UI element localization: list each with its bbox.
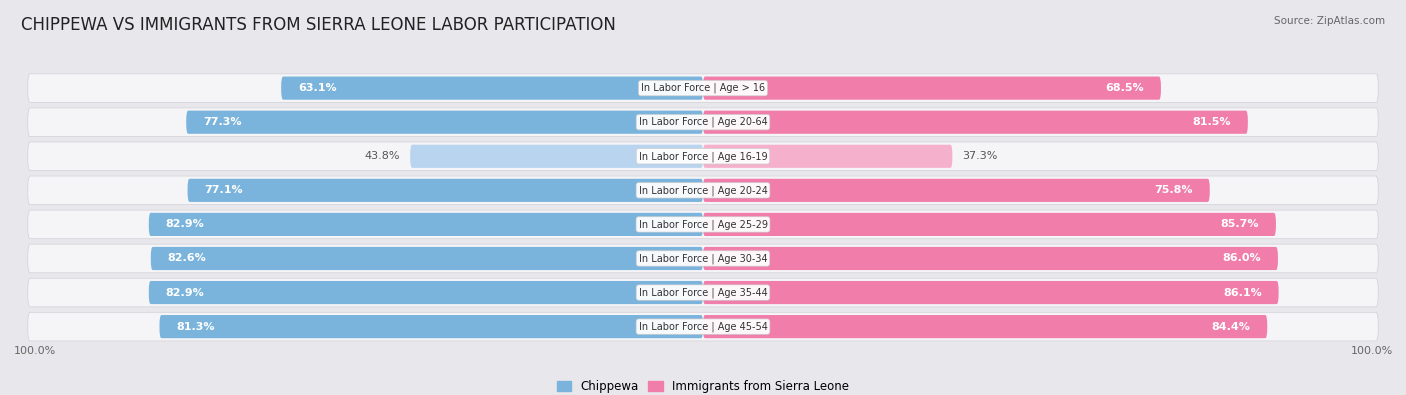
Text: 77.1%: 77.1% <box>204 185 243 196</box>
Text: 43.8%: 43.8% <box>364 151 401 161</box>
Text: In Labor Force | Age > 16: In Labor Force | Age > 16 <box>641 83 765 93</box>
FancyBboxPatch shape <box>28 244 1378 273</box>
Text: 82.6%: 82.6% <box>167 254 207 263</box>
FancyBboxPatch shape <box>703 145 952 168</box>
Text: 77.3%: 77.3% <box>202 117 242 127</box>
Text: In Labor Force | Age 20-64: In Labor Force | Age 20-64 <box>638 117 768 128</box>
FancyBboxPatch shape <box>187 179 703 202</box>
FancyBboxPatch shape <box>703 281 1278 304</box>
FancyBboxPatch shape <box>28 210 1378 239</box>
FancyBboxPatch shape <box>159 315 703 338</box>
FancyBboxPatch shape <box>28 176 1378 205</box>
FancyBboxPatch shape <box>28 142 1378 171</box>
FancyBboxPatch shape <box>703 247 1278 270</box>
FancyBboxPatch shape <box>28 108 1378 137</box>
Text: 63.1%: 63.1% <box>298 83 336 93</box>
Legend: Chippewa, Immigrants from Sierra Leone: Chippewa, Immigrants from Sierra Leone <box>553 375 853 395</box>
Text: 68.5%: 68.5% <box>1105 83 1144 93</box>
FancyBboxPatch shape <box>703 111 1249 134</box>
Text: 81.3%: 81.3% <box>176 322 215 332</box>
FancyBboxPatch shape <box>703 213 1275 236</box>
FancyBboxPatch shape <box>703 77 1161 100</box>
Text: 37.3%: 37.3% <box>962 151 998 161</box>
FancyBboxPatch shape <box>28 74 1378 102</box>
Text: 81.5%: 81.5% <box>1192 117 1232 127</box>
FancyBboxPatch shape <box>149 281 703 304</box>
Text: 84.4%: 84.4% <box>1212 322 1250 332</box>
FancyBboxPatch shape <box>281 77 703 100</box>
FancyBboxPatch shape <box>28 278 1378 307</box>
Text: 82.9%: 82.9% <box>166 288 204 297</box>
Text: CHIPPEWA VS IMMIGRANTS FROM SIERRA LEONE LABOR PARTICIPATION: CHIPPEWA VS IMMIGRANTS FROM SIERRA LEONE… <box>21 16 616 34</box>
FancyBboxPatch shape <box>703 179 1209 202</box>
FancyBboxPatch shape <box>411 145 703 168</box>
Text: Source: ZipAtlas.com: Source: ZipAtlas.com <box>1274 16 1385 26</box>
Text: 86.0%: 86.0% <box>1223 254 1261 263</box>
Text: 75.8%: 75.8% <box>1154 185 1194 196</box>
Text: 82.9%: 82.9% <box>166 219 204 229</box>
Text: In Labor Force | Age 20-24: In Labor Force | Age 20-24 <box>638 185 768 196</box>
FancyBboxPatch shape <box>703 315 1267 338</box>
FancyBboxPatch shape <box>186 111 703 134</box>
Text: In Labor Force | Age 45-54: In Labor Force | Age 45-54 <box>638 322 768 332</box>
FancyBboxPatch shape <box>28 312 1378 341</box>
Text: 86.1%: 86.1% <box>1223 288 1263 297</box>
Text: In Labor Force | Age 35-44: In Labor Force | Age 35-44 <box>638 287 768 298</box>
Text: 85.7%: 85.7% <box>1220 219 1260 229</box>
Text: In Labor Force | Age 25-29: In Labor Force | Age 25-29 <box>638 219 768 229</box>
FancyBboxPatch shape <box>149 213 703 236</box>
Text: In Labor Force | Age 16-19: In Labor Force | Age 16-19 <box>638 151 768 162</box>
FancyBboxPatch shape <box>150 247 703 270</box>
Text: In Labor Force | Age 30-34: In Labor Force | Age 30-34 <box>638 253 768 264</box>
